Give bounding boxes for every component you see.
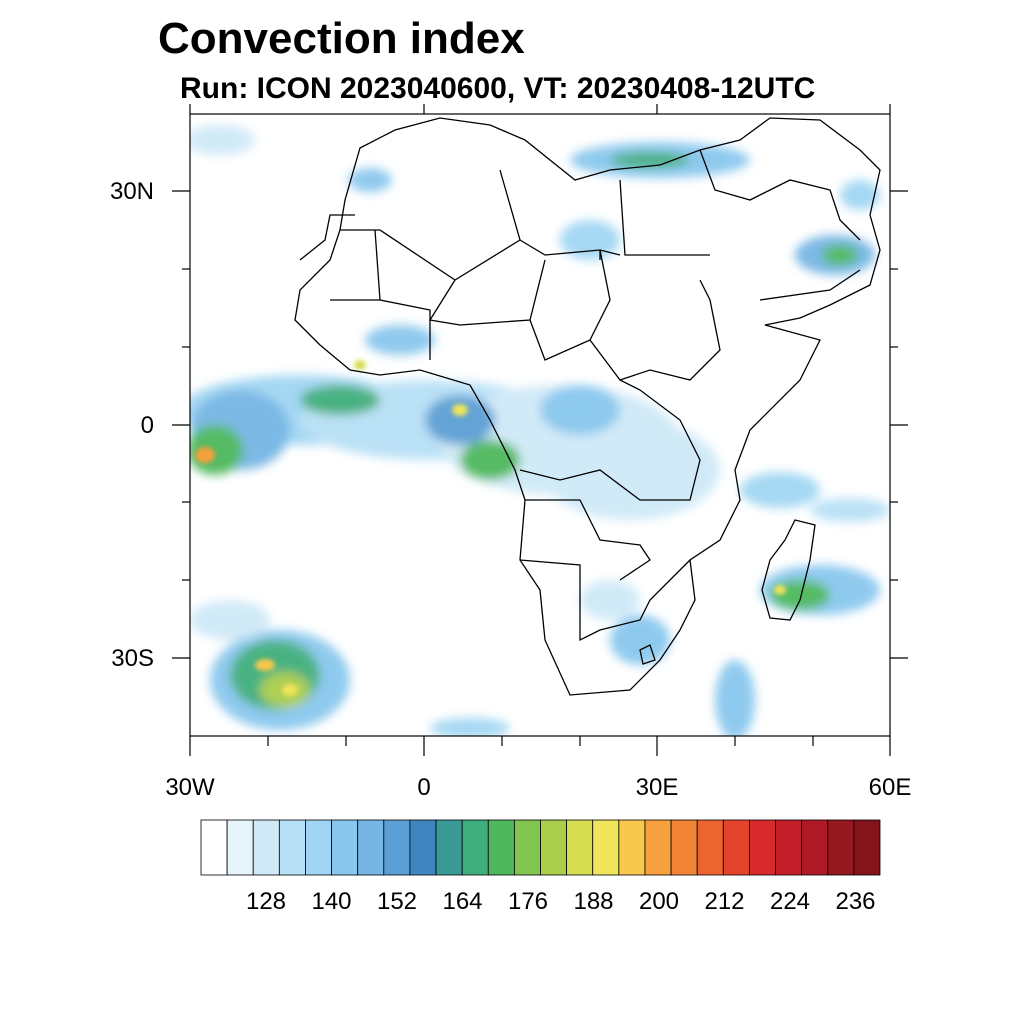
lon-label-60e: 60E	[868, 774, 912, 801]
convection-field	[190, 125, 890, 736]
axis-ticks	[172, 104, 908, 756]
colorbar-swatch	[722, 819, 750, 876]
chart-title: Convection index	[158, 14, 525, 63]
colorbar-label: 164	[442, 888, 483, 915]
chart-subtitle: Run: ICON 2023040600, VT: 20230408-12UTC	[180, 72, 816, 105]
colorbar-swatch	[827, 819, 855, 876]
colorbar-label: 152	[376, 888, 418, 915]
colorbar-swatch	[252, 819, 280, 876]
colorbar-label: 212	[704, 888, 745, 915]
colorbar-swatch	[487, 819, 515, 876]
colorbar-label: 200	[638, 888, 680, 915]
colorbar-swatch	[670, 819, 698, 876]
colorbar-swatch	[409, 819, 437, 876]
colorbar-swatch	[618, 819, 646, 876]
colorbar-swatch	[461, 819, 489, 876]
colorbar-label: 224	[769, 888, 811, 915]
colorbar-swatch	[331, 819, 359, 876]
colorbar-swatch	[775, 819, 803, 876]
lon-label-30e: 30E	[635, 774, 679, 801]
colorbar-swatch	[749, 819, 776, 876]
colorbar-swatch	[566, 819, 594, 876]
colorbar-swatch	[357, 819, 385, 876]
colorbar-swatch	[226, 819, 254, 876]
colorbar-swatch	[592, 819, 620, 876]
colorbar-swatch	[696, 819, 724, 876]
colorbar-swatch	[853, 819, 881, 876]
colorbar-label: 140	[311, 888, 352, 915]
colorbar-swatch	[200, 819, 228, 876]
colorbar-swatch	[801, 819, 829, 876]
colorbar-swatch	[644, 819, 672, 876]
colorbar-label: 176	[507, 888, 549, 915]
coastlines-borders	[294, 117, 881, 696]
lat-label-30s: 30S	[111, 645, 154, 672]
colorbar-swatch	[435, 819, 463, 876]
colorbar-swatch	[540, 819, 568, 876]
colorbar-swatch	[305, 819, 332, 876]
colorbar	[200, 819, 881, 876]
colorbar-label: 236	[835, 888, 876, 915]
colorbar-swatch	[278, 819, 306, 876]
colorbar-swatch	[513, 819, 541, 876]
lat-label-30n: 30N	[109, 178, 154, 205]
colorbar-label: 128	[245, 888, 287, 915]
colorbar-label: 188	[573, 888, 614, 915]
lat-label-0: 0	[140, 412, 154, 439]
lon-label-0: 0	[417, 774, 431, 801]
lon-label-30w: 30W	[165, 774, 215, 801]
colorbar-swatch	[383, 819, 411, 876]
